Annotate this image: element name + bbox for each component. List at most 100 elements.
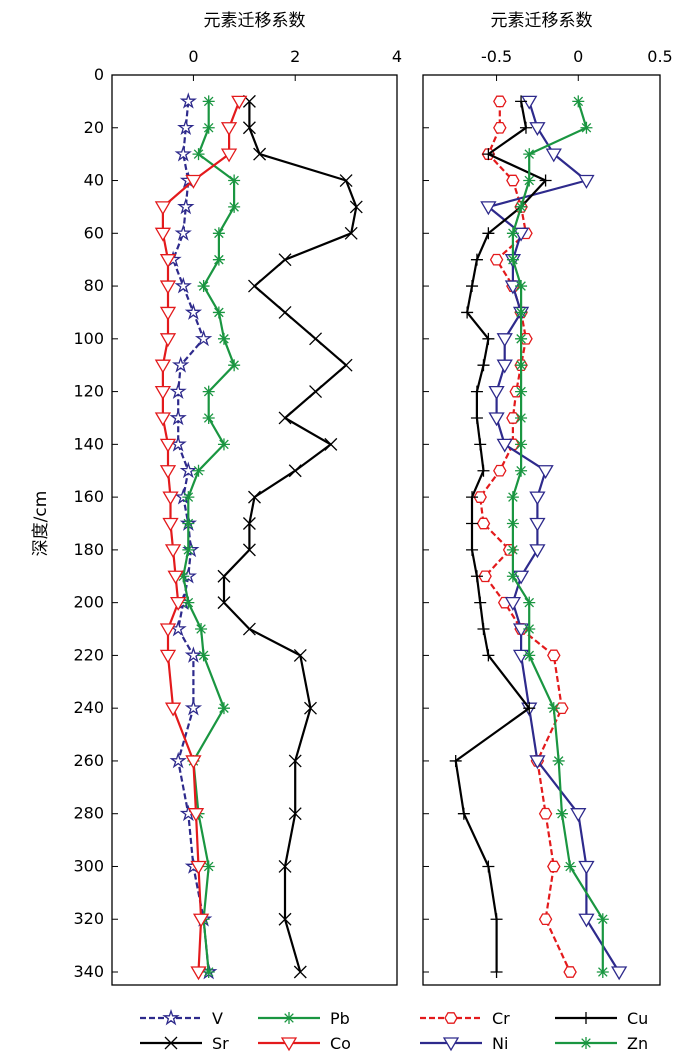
data-point-sr [278,912,292,926]
data-point-ni [529,491,546,506]
data-point-sr [278,253,292,267]
data-point-zn [506,227,519,240]
data-point-cu [490,913,503,926]
data-point-sr [217,569,231,583]
series-line-ni [487,101,621,973]
data-point-zn [515,411,528,424]
right-panel: 元素迁移系数 -0.5 0 0.5 [422,11,673,986]
data-point-zn [515,385,528,398]
data-point-zn [523,649,536,662]
data-point-ni [570,808,587,822]
data-point-co [162,517,179,532]
data-point-cr [547,649,561,662]
data-point-v [174,224,192,241]
data-point-pb [228,200,241,213]
data-point-co [154,201,172,216]
data-point-ni [512,570,530,585]
data-point-cu [457,807,470,820]
y-tick-label: 260 [73,751,104,770]
y-tick-label: 180 [73,540,104,559]
data-point-ni [504,596,522,611]
data-point-zn [523,174,536,187]
data-point-ni [537,465,554,480]
data-point-ni [512,623,530,638]
data-point-zn [580,121,593,134]
data-point-v [174,144,192,162]
x-tick-label: 0.5 [647,47,672,66]
x-tick-label: 0 [188,47,198,66]
data-point-sr [339,174,353,187]
data-point-ni [480,201,497,216]
data-point-sr [309,385,323,399]
data-point-cr [493,95,507,108]
data-point-co [164,702,182,717]
y-tick-label: 0 [94,65,104,84]
data-point-cu [470,570,483,583]
series-line-zn [511,101,604,972]
data-point-cu [523,702,536,715]
data-point-sr [242,543,256,557]
data-point-cu [477,359,490,372]
series-line-v [172,101,210,973]
data-point-co [220,148,238,163]
data-point-pb [212,253,225,266]
data-point-cu [482,148,495,161]
data-point-ni [496,333,513,348]
data-point-cu [474,596,487,609]
y-tick-label: 160 [73,487,104,506]
data-point-cu [466,517,479,530]
data-point-co [154,412,172,427]
data-point-zn [515,280,528,293]
data-point-cu [449,754,462,767]
y-tick-label: 60 [84,223,104,242]
data-point-sr [217,596,231,610]
data-point-co [170,596,187,611]
data-point-zn [515,306,528,319]
data-point-ni [496,359,513,374]
data-point-sr [293,965,307,979]
data-point-cr [547,860,561,873]
data-point-cr [493,121,507,134]
legend-label-co: Co [330,1034,351,1053]
data-point-pb [197,280,210,293]
data-point-pb [217,438,230,451]
data-point-cu [466,543,479,556]
legend-marker-v [162,1008,180,1026]
data-point-ni [488,385,505,400]
y-tick-label: 300 [73,856,104,875]
data-point-pb [228,359,241,372]
data-point-v [172,356,190,373]
data-point-co [159,333,177,348]
data-point-co [190,966,207,981]
data-point-cu [466,280,479,293]
data-point-zn [515,359,528,372]
data-point-v [179,92,197,109]
data-point-sr [309,332,323,346]
data-point-cu [515,95,528,108]
data-point-pb [217,702,230,715]
data-point-zn [515,464,528,477]
series-line-cr [479,101,572,973]
data-point-ni [521,95,538,110]
data-point-co [185,755,202,770]
data-point-zn [515,200,528,213]
data-point-cu [490,966,503,978]
data-point-cr [506,412,520,424]
legend: V Pb Sr Co Cr Cu Ni Zn [140,1008,648,1053]
data-point-pb [197,649,210,662]
data-point-cu [482,649,495,662]
data-point-co [159,280,177,295]
data-point-cu [470,385,483,398]
data-point-ni [545,148,562,163]
data-point-sr [288,807,302,821]
data-point-pb [212,306,225,319]
data-point-sr [324,437,338,451]
data-point-zn [564,860,577,873]
data-point-zn [506,253,519,266]
data-point-cu [477,623,490,636]
data-point-zn [547,702,560,715]
data-point-ni [578,174,595,189]
data-point-zn [515,438,528,451]
x-tick-label: -0.5 [481,47,512,66]
